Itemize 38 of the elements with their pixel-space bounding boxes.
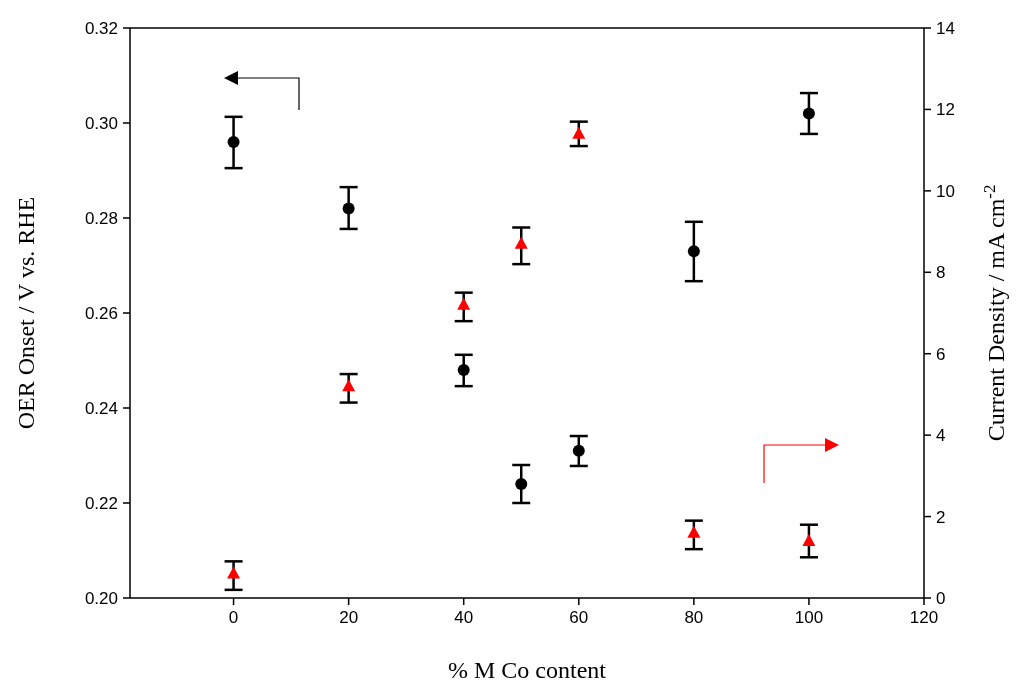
point <box>342 379 356 392</box>
y-tick-label: 0.32 <box>84 19 118 38</box>
x-tick-label: 60 <box>569 608 589 627</box>
y2-tick-label: 12 <box>936 100 955 120</box>
y-tick-label: 0.28 <box>84 209 118 228</box>
point <box>802 107 815 120</box>
y-tick-label: 0.24 <box>84 399 118 418</box>
y2-tick-label: 10 <box>936 181 955 201</box>
point <box>802 534 816 546</box>
x-axis-title: % M Co content <box>448 657 607 683</box>
y-tick-label: 0.20 <box>84 589 118 608</box>
x-tick-label: 40 <box>454 608 474 627</box>
point <box>342 202 355 215</box>
point <box>515 478 528 490</box>
point <box>227 566 241 579</box>
point <box>687 525 701 538</box>
point <box>514 236 528 249</box>
y2-tick-label: 8 <box>936 263 946 283</box>
y2-tick-label: 14 <box>936 19 955 38</box>
point <box>572 444 585 457</box>
y-tick-label: 0.26 <box>84 304 118 323</box>
y2-tick-label: 4 <box>936 426 946 446</box>
y2-tick-label: 2 <box>936 507 946 527</box>
x-tick-label: 20 <box>339 608 359 627</box>
y-tick-label: 0.30 <box>84 114 118 133</box>
y2-tick-label: 0 <box>936 589 946 608</box>
x-tick-label: 120 <box>909 608 939 627</box>
point <box>457 364 470 376</box>
point <box>687 245 700 258</box>
y-tick-label: 0.22 <box>84 494 118 513</box>
point <box>457 297 471 310</box>
y-axis-title: OER Onset / V vs. RHE <box>13 196 39 430</box>
point <box>227 136 240 148</box>
point <box>572 126 586 139</box>
x-tick-label: 100 <box>794 608 824 627</box>
x-tick-label: 80 <box>684 608 704 627</box>
x-tick-label: 0 <box>228 608 239 627</box>
y2-tick-label: 6 <box>936 344 946 364</box>
